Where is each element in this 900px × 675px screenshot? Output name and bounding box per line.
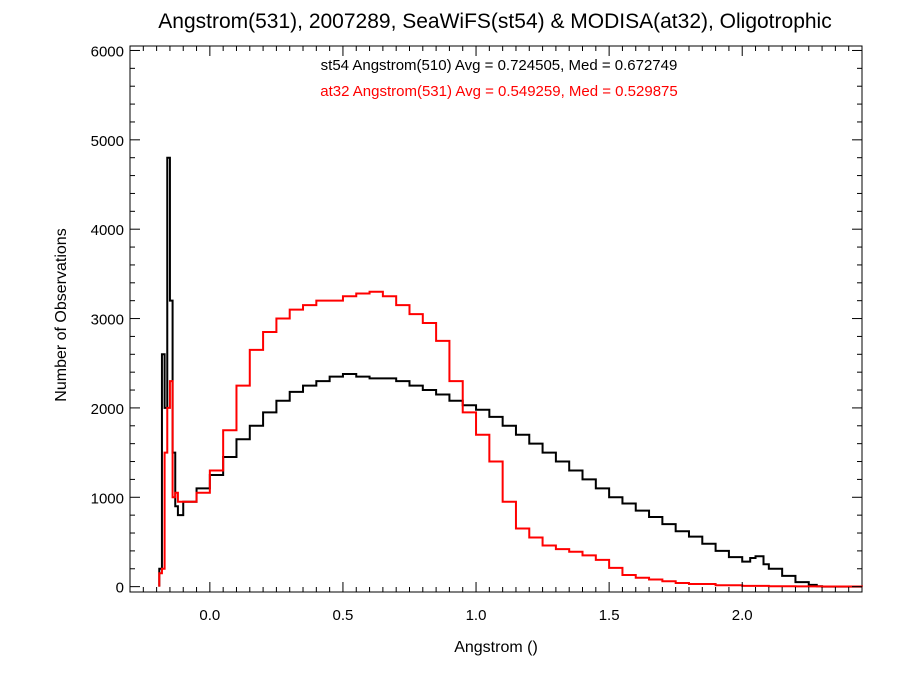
- legend-series-2-annotation: at32 Angstrom(531) Avg = 0.549259, Med =…: [320, 83, 678, 100]
- x-tick-label: 0.0: [199, 607, 220, 624]
- y-tick-label: 0: [116, 580, 124, 597]
- y-tick-label: 2000: [91, 401, 124, 418]
- plot-frame: [129, 45, 863, 593]
- x-tick-label: 1.5: [599, 607, 620, 624]
- chart-title: Angstrom(531), 2007289, SeaWiFS(st54) & …: [158, 10, 831, 33]
- legend-series-1-annotation: st54 Angstrom(510) Avg = 0.724505, Med =…: [321, 57, 678, 74]
- series-layer: [158, 156, 863, 588]
- x-tick-label: 2.0: [732, 607, 753, 624]
- series-line-2: [158, 290, 863, 588]
- y-tick-label: 1000: [91, 490, 124, 507]
- series-line-1: [158, 156, 862, 588]
- y-axis-title: Number of Observations: [53, 228, 70, 401]
- y-tick-label: 4000: [91, 222, 124, 239]
- y-tick-label: 3000: [91, 312, 124, 329]
- y-tick-label: 6000: [91, 43, 124, 60]
- x-axis-title: Angstrom (): [454, 639, 538, 656]
- tick-labels-layer: 0.0 0.5 1.0 1.5 2.0 0 1000 2000 3000 4000 5000 6000: [91, 43, 753, 624]
- ticks-layer: [130, 46, 863, 592]
- y-tick-label: 5000: [91, 133, 124, 150]
- x-tick-label: 1.0: [466, 607, 487, 624]
- x-tick-label: 0.5: [333, 607, 354, 624]
